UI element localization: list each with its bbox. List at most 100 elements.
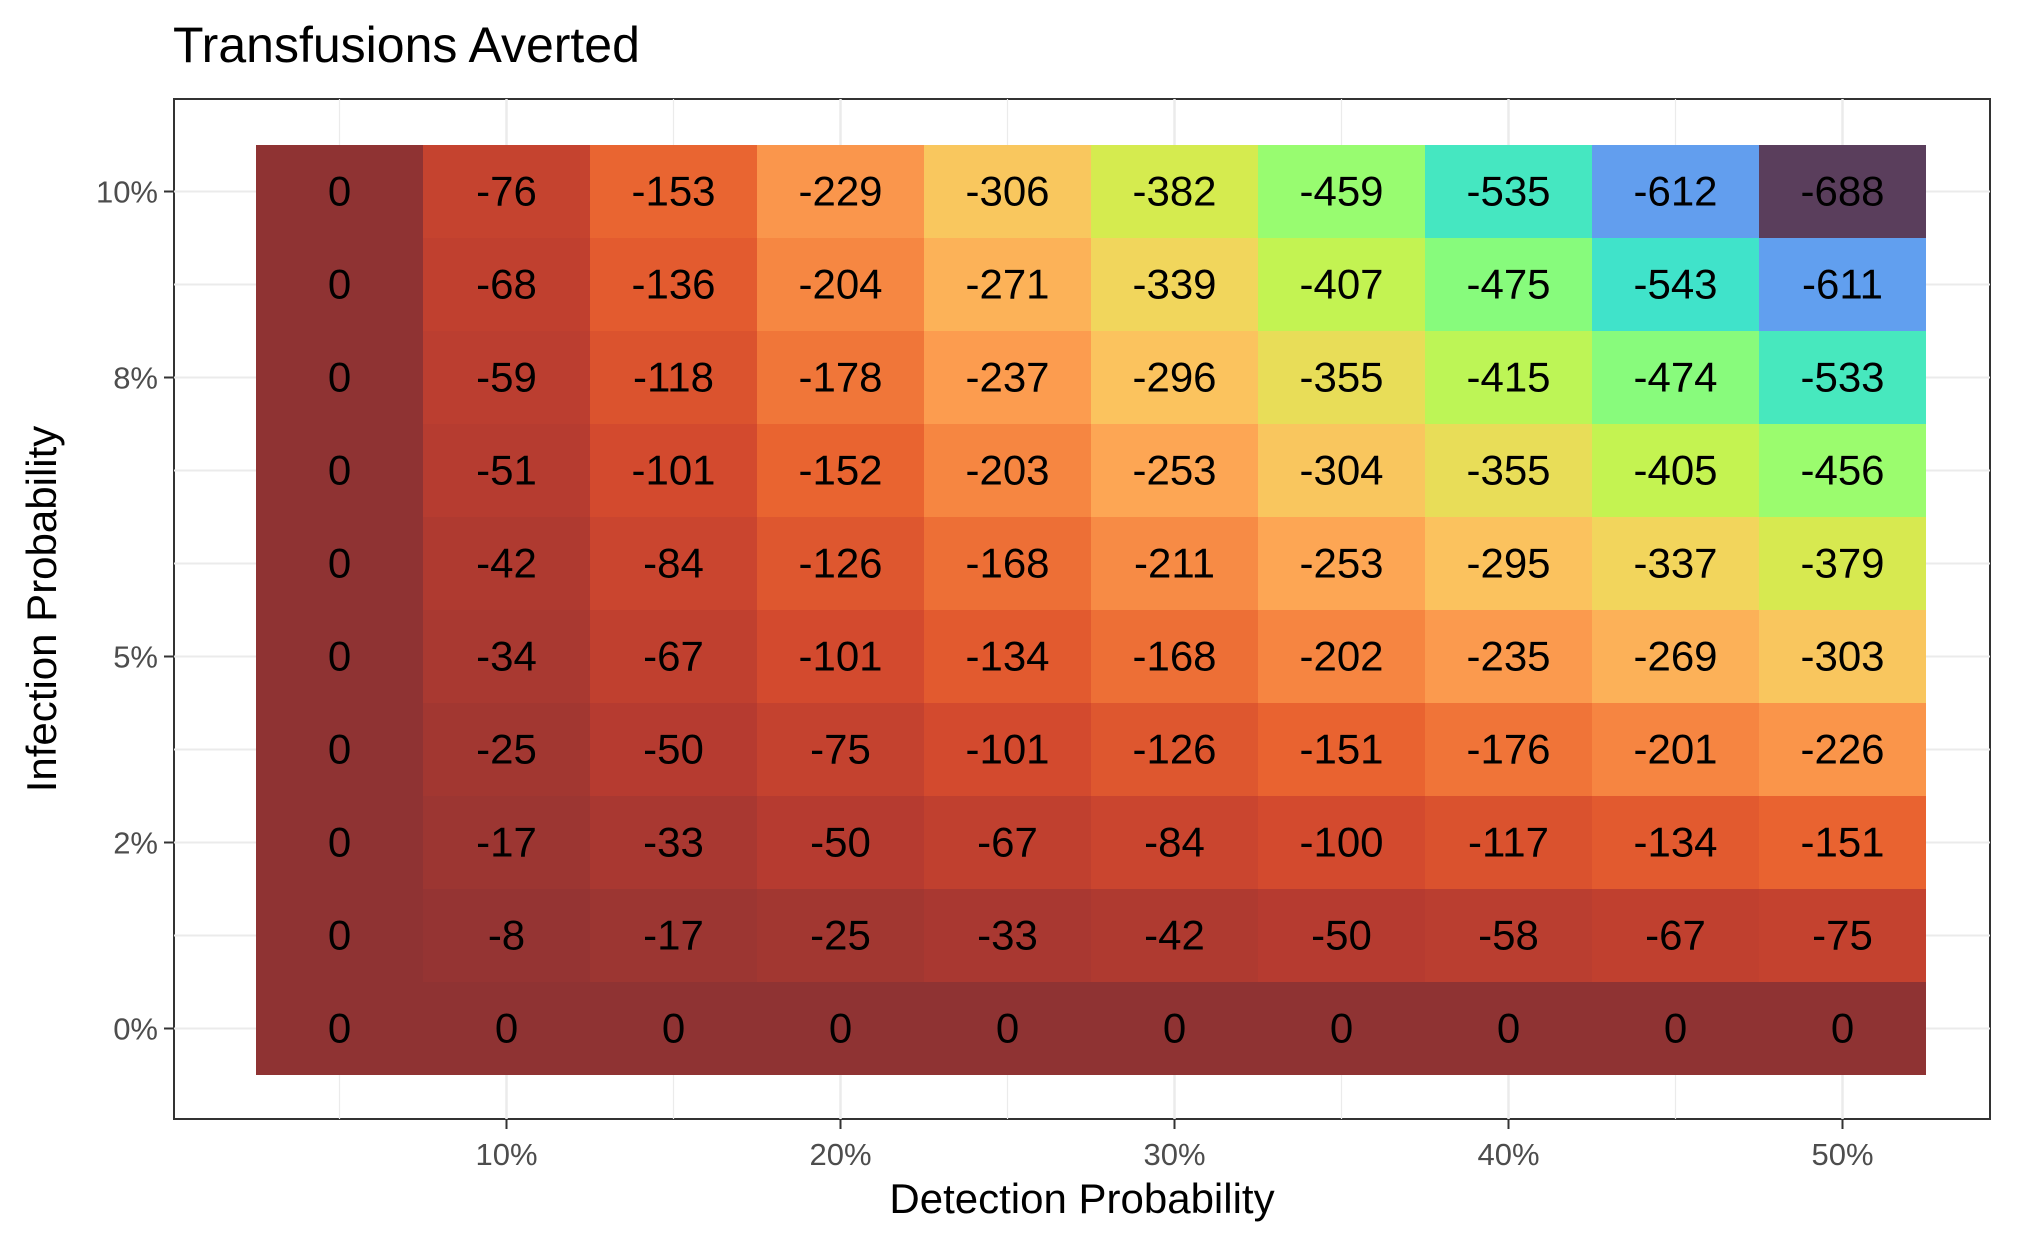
heatmap-cell [1759, 796, 1926, 889]
heatmap-cells [256, 145, 1926, 1075]
heatmap-cell [1592, 703, 1759, 796]
cell-value-label: -211 [1134, 540, 1215, 587]
cell-value-label: -101 [631, 447, 715, 494]
cell-value-label: -33 [643, 819, 704, 866]
cell-value-label: -543 [1633, 261, 1717, 308]
heatmap-cell [924, 796, 1091, 889]
heatmap-cell [924, 610, 1091, 703]
heatmap-cell [1258, 982, 1425, 1075]
heatmap-cell [1592, 331, 1759, 424]
y-axis: 0% 2% 5% 8% 10% [96, 175, 174, 1047]
cell-value-label: 0 [1664, 1005, 1687, 1052]
cell-value-label: -50 [810, 819, 871, 866]
x-axis: 10% 20% 30% 40% 50% [475, 1119, 1874, 1172]
cell-value-label: -67 [643, 633, 704, 680]
heatmap-cell [1425, 889, 1592, 982]
cell-value-label: -17 [476, 819, 537, 866]
heatmap-cell [590, 424, 757, 517]
heatmap-cell [1258, 238, 1425, 331]
cell-value-label: 0 [1330, 1005, 1353, 1052]
y-tick-label: 5% [113, 640, 158, 675]
heatmap-cell [1759, 238, 1926, 331]
cell-value-label: -253 [1132, 447, 1216, 494]
heatmap-cell [256, 889, 423, 982]
heatmap-cell [256, 703, 423, 796]
cell-value-label: -355 [1466, 447, 1550, 494]
heatmap-cell [1425, 517, 1592, 610]
cell-value-label: -168 [1132, 633, 1216, 680]
y-tick-label: 10% [96, 175, 158, 210]
cell-value-label: 0 [328, 354, 351, 401]
x-tick-label: 50% [1811, 1137, 1873, 1172]
heatmap-cell [757, 982, 924, 1075]
heatmap-cell [423, 610, 590, 703]
heatmap-cell [423, 145, 590, 238]
cell-value-label: -84 [1144, 819, 1205, 866]
cell-value-label: -8 [488, 912, 525, 959]
cell-value-label: -269 [1633, 633, 1717, 680]
heatmap-cell [1091, 703, 1258, 796]
cell-value-label: -100 [1299, 819, 1383, 866]
heatmap-cell [1759, 145, 1926, 238]
cell-value-label: -50 [1311, 912, 1372, 959]
cell-value-label: -33 [977, 912, 1038, 959]
heatmap-cell [924, 889, 1091, 982]
cell-value-label: -456 [1800, 447, 1884, 494]
chart-title: Transfusions Averted [173, 17, 640, 73]
heatmap-cell [590, 703, 757, 796]
heatmap-cell [590, 517, 757, 610]
cell-value-label: 0 [328, 912, 351, 959]
cell-value-label: -76 [476, 168, 537, 215]
heatmap-cell [1425, 238, 1592, 331]
cell-value-label: -611 [1802, 261, 1883, 308]
heatmap-cell [423, 238, 590, 331]
heatmap-cell [423, 982, 590, 1075]
heatmap-cell [423, 517, 590, 610]
cell-value-label: -42 [1144, 912, 1205, 959]
cell-value-label: 0 [662, 1005, 685, 1052]
heatmap-cell [1258, 517, 1425, 610]
cell-value-label: -415 [1466, 354, 1550, 401]
cell-value-label: -296 [1132, 354, 1216, 401]
heatmap-cell [256, 982, 423, 1075]
heatmap-cell [1759, 517, 1926, 610]
cell-value-label: -474 [1633, 354, 1717, 401]
heatmap-cell [1258, 331, 1425, 424]
cell-value-label: 0 [328, 540, 351, 587]
heatmap-cell [757, 331, 924, 424]
heatmap-cell [757, 517, 924, 610]
cell-value-label: -178 [798, 354, 882, 401]
heatmap-cell [924, 331, 1091, 424]
heatmap-cell [590, 238, 757, 331]
cell-value-label: -303 [1800, 633, 1884, 680]
cell-value-label: -204 [798, 261, 882, 308]
x-tick-label: 20% [809, 1137, 871, 1172]
x-tick-label: 30% [1143, 1137, 1205, 1172]
cell-value-label: -51 [476, 447, 537, 494]
y-axis-title: Infection Probability [18, 426, 65, 793]
heatmap-cell [1759, 331, 1926, 424]
cell-labels: 0 0 0 0 0 0 0 0 0 0 0 -8 -17 -25 -33 -42 -50 -58 -67 -75 0 -1… [328, 168, 1885, 1052]
heatmap-cell [1425, 982, 1592, 1075]
cell-value-label: -117 [1468, 819, 1549, 866]
heatmap-cell [256, 517, 423, 610]
cell-value-label: -42 [476, 540, 537, 587]
heatmap-cell [1425, 703, 1592, 796]
heatmap-cell [1759, 703, 1926, 796]
cell-value-label: 0 [996, 1005, 1019, 1052]
heatmap-cell [256, 796, 423, 889]
cell-value-label: -459 [1299, 168, 1383, 215]
heatmap-cell [256, 145, 423, 238]
cell-value-label: -68 [476, 261, 537, 308]
heatmap-cell [423, 796, 590, 889]
heatmap-cell [1258, 145, 1425, 238]
cell-value-label: -134 [1633, 819, 1717, 866]
heatmap-cell [1759, 982, 1926, 1075]
heatmap-cell [924, 145, 1091, 238]
heatmap-cell [924, 703, 1091, 796]
cell-value-label: -271 [965, 261, 1049, 308]
heatmap-cell [1091, 145, 1258, 238]
heatmap-cell [1592, 610, 1759, 703]
heatmap-cell [757, 238, 924, 331]
heatmap-cell [1759, 424, 1926, 517]
